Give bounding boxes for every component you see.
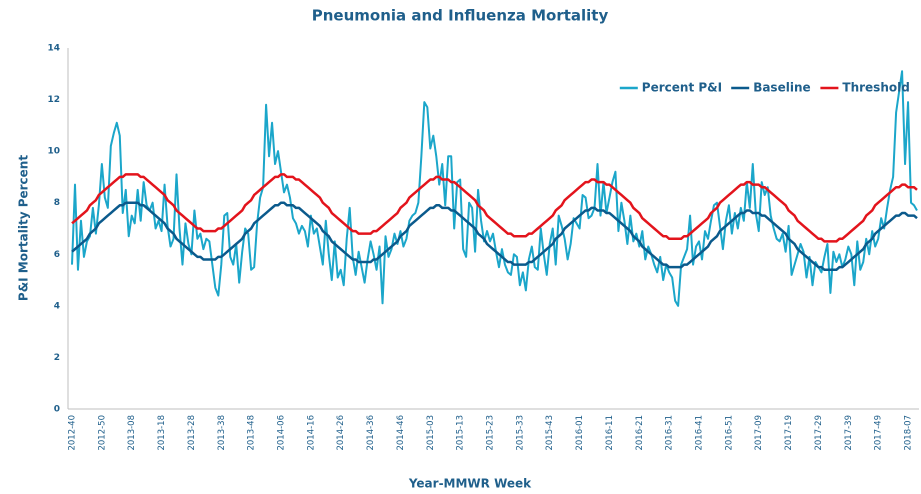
x-tick-label: 2013-08 [127,415,137,451]
x-tick-label: 2015-13 [456,415,466,451]
x-tick-label: 2015-23 [486,415,496,451]
x-tick-label: 2014-06 [277,415,287,451]
x-tick-label: 2016-51 [724,415,734,451]
data-line [71,201,918,272]
data-line [71,173,918,243]
x-tick-label: 2015-43 [545,415,555,451]
x-tick-label: 2012-40 [68,415,78,451]
y-tick-label: 12 [47,95,60,105]
y-tick-label: 6 [54,250,60,260]
x-tick-label: 2013-48 [247,415,257,451]
x-tick-label: 2017-19 [784,415,794,451]
data-line [71,70,918,307]
x-tick-label: 2016-31 [665,415,675,451]
y-tick-label: 2 [54,353,60,363]
y-tick-label: 14 [47,44,60,54]
y-tick-label: 10 [47,147,60,157]
chart-title: Pneumonia and Influenza Mortality [312,7,609,25]
x-tick-label: 2014-46 [396,415,406,451]
x-tick-label: 2012-50 [97,415,107,451]
x-tick-label: 2017-49 [874,415,884,451]
x-axis-label: Year-MMWR Week [408,477,532,491]
x-tick-label: 2016-11 [605,415,615,451]
y-tick-label: 0 [54,405,60,415]
x-tick-label: 2017-29 [814,415,824,451]
legend-label: Threshold [842,81,909,95]
legend-label: Percent P&I [642,81,722,95]
x-tick-label: 2014-36 [366,415,376,451]
x-tick-label: 2016-01 [575,415,585,451]
x-tick-label: 2014-16 [306,415,316,451]
x-tick-label: 2016-21 [635,415,645,451]
x-tick-label: 2013-38 [217,415,227,451]
x-tick-label: 2017-39 [844,415,854,451]
legend-label: Baseline [753,81,810,95]
x-tick-label: 2017-09 [754,415,764,451]
x-tick-label: 2014-26 [336,415,346,451]
x-tick-label: 2013-28 [187,415,197,451]
y-tick-label: 8 [54,198,60,208]
x-tick-label: 2016-41 [695,415,705,451]
x-tick-label: 2018-07 [904,415,914,451]
x-tick-label: 2013-18 [157,415,167,451]
x-tick-label: 2015-03 [426,415,436,451]
x-tick-label: 2015-33 [515,415,525,451]
y-tick-label: 4 [54,301,60,311]
y-axis-label: P&I Mortality Percent [17,155,31,301]
